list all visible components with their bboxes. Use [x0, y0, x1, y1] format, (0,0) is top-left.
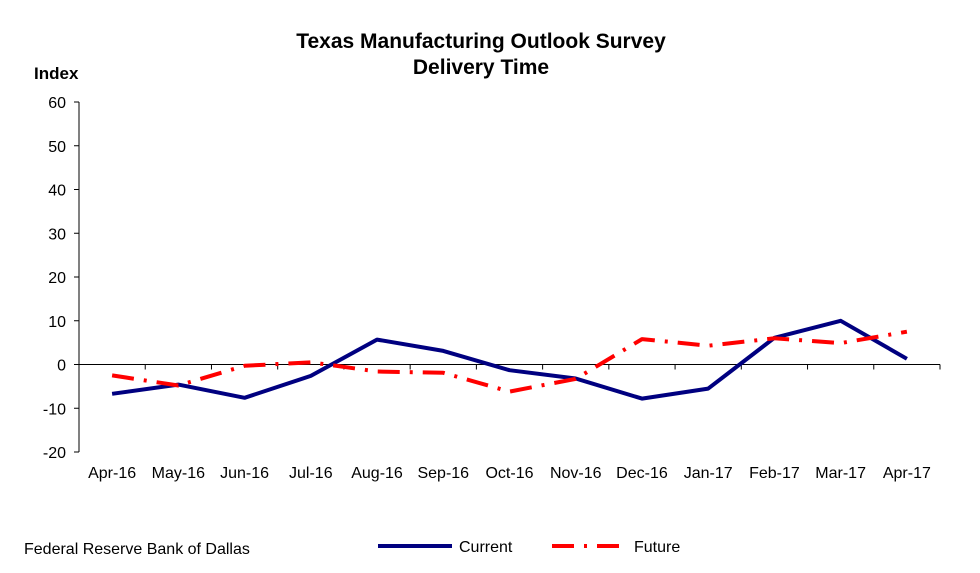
series-line-future — [111, 329, 908, 394]
x-tick-label: Apr-17 — [883, 465, 931, 482]
y-axis-label: Index — [34, 64, 79, 83]
y-tick-label: 40 — [48, 183, 66, 200]
chart-subtitle: Delivery Time — [413, 56, 549, 79]
y-tick-label: 20 — [48, 270, 66, 287]
series-layer — [111, 318, 908, 401]
y-tick-label: -20 — [43, 445, 66, 462]
x-tick-label: Jun-16 — [220, 465, 269, 482]
series-line-current — [111, 318, 908, 401]
x-tick-label: Sep-16 — [417, 465, 469, 482]
x-tick-label: Mar-17 — [815, 465, 866, 482]
x-tick-label: Jan-17 — [684, 465, 733, 482]
x-tick-label: May-16 — [152, 465, 205, 482]
y-tick-label: 30 — [48, 226, 66, 243]
x-tick-label: Apr-16 — [88, 465, 136, 482]
x-tick-label: Nov-16 — [550, 465, 602, 482]
x-tick-label: Feb-17 — [749, 465, 800, 482]
y-axis: -20 -10 0 10 20 30 40 50 60 — [43, 95, 80, 462]
legend: Current Future — [378, 539, 680, 556]
x-tick-label: Oct-16 — [485, 465, 533, 482]
x-tick-label: Aug-16 — [351, 465, 403, 482]
chart-title: Texas Manufacturing Outlook Survey — [296, 30, 666, 53]
y-tick-label: 10 — [48, 314, 66, 331]
source-note: Federal Reserve Bank of Dallas — [24, 541, 250, 558]
y-tick-label: 50 — [48, 139, 66, 156]
y-tick-label: 60 — [48, 95, 66, 112]
y-tick-label: -10 — [43, 401, 66, 418]
x-tick-label: Jul-16 — [289, 465, 333, 482]
x-tick-label: Dec-16 — [616, 465, 668, 482]
x-axis: Apr-16 May-16 Jun-16 Jul-16 Aug-16 Sep-16 Oct-… — [78, 364, 941, 482]
legend-label-future: Future — [634, 539, 680, 556]
y-tick-label: 0 — [57, 358, 66, 375]
legend-label-current: Current — [459, 539, 513, 556]
